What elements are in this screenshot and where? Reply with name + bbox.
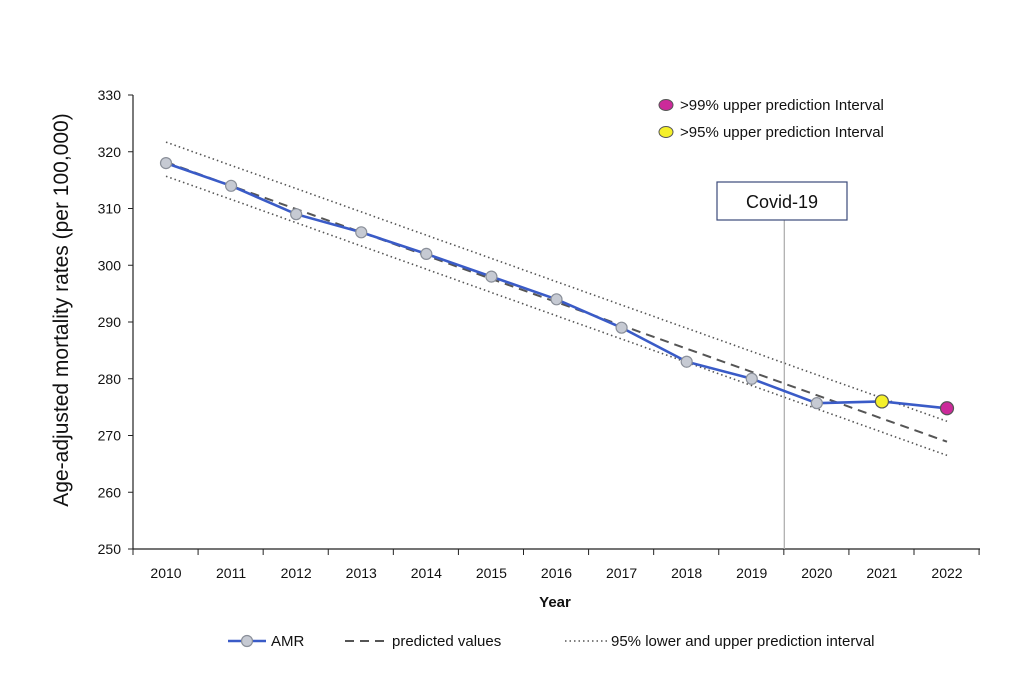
- covid-annotation: Covid-19: [716, 181, 848, 549]
- x-axis-title: Year: [539, 594, 571, 611]
- y-tick-label: 250: [98, 541, 122, 557]
- legend-highlight-marker: [658, 126, 674, 138]
- y-axis-title: Age-adjusted mortality rates (per 100,00…: [50, 113, 73, 506]
- covid-label-box: [716, 181, 848, 221]
- axes: 250 260 270 280 290 300 310 320 330 2010 2011 2012 2…: [98, 87, 980, 581]
- amr-point: [939, 401, 955, 416]
- x-tick-label: 2022: [931, 565, 962, 581]
- x-tick-label: 2015: [476, 565, 507, 581]
- x-tick-label: 2014: [411, 565, 442, 581]
- y-tick-label: 310: [98, 201, 122, 217]
- upper-prediction-interval: [165, 141, 948, 423]
- legend: >99% upper prediction Interval >95% upper…: [228, 97, 884, 650]
- y-tick-label: 290: [98, 314, 122, 330]
- covid-label: Covid-19: [746, 192, 818, 212]
- amr-point: [874, 394, 890, 409]
- amr-point: [810, 397, 823, 410]
- legend-interval-label: 95% lower and upper prediction interval: [611, 633, 875, 650]
- x-tick-label: 2012: [281, 565, 312, 581]
- legend-predicted-label: predicted values: [392, 633, 501, 650]
- y-tick-label: 260: [98, 484, 122, 500]
- amr-point: [680, 355, 693, 368]
- x-tick-label: 2011: [216, 565, 246, 581]
- y-tick-label: 330: [98, 87, 122, 103]
- legend-amr-marker: [240, 634, 254, 648]
- x-tick-label: 2020: [801, 565, 832, 581]
- amr-point: [745, 372, 758, 385]
- amr-point: [550, 293, 563, 306]
- legend-highlight-label: >95% upper prediction Interval: [680, 124, 884, 141]
- amr-series: [159, 157, 955, 416]
- legend-amr-label: AMR: [271, 633, 305, 650]
- x-tick-label: 2019: [736, 565, 767, 581]
- x-tick-label: 2021: [866, 565, 897, 581]
- x-tick-label: 2016: [541, 565, 572, 581]
- amr-point: [159, 157, 173, 170]
- x-tick-label: 2018: [671, 565, 702, 581]
- amr-point: [355, 226, 368, 239]
- x-tick-label: 2013: [346, 565, 377, 581]
- y-tick-label: 280: [98, 371, 122, 387]
- legend-highlight-marker: [658, 99, 674, 111]
- amr-point: [615, 321, 628, 334]
- legend-highlight-label: >99% upper prediction Interval: [680, 97, 884, 114]
- y-tick-label: 320: [98, 144, 122, 160]
- amr-point: [485, 270, 498, 283]
- x-tick-label: 2010: [150, 565, 181, 581]
- prediction-intervals: [165, 141, 948, 457]
- amr-point: [420, 247, 433, 260]
- y-tick-label: 270: [98, 428, 122, 444]
- y-tick-label: 300: [98, 257, 122, 273]
- amr-point: [290, 208, 303, 221]
- lower-prediction-interval: [165, 175, 948, 457]
- amr-point: [224, 179, 238, 192]
- x-tick-label: 2017: [606, 565, 637, 581]
